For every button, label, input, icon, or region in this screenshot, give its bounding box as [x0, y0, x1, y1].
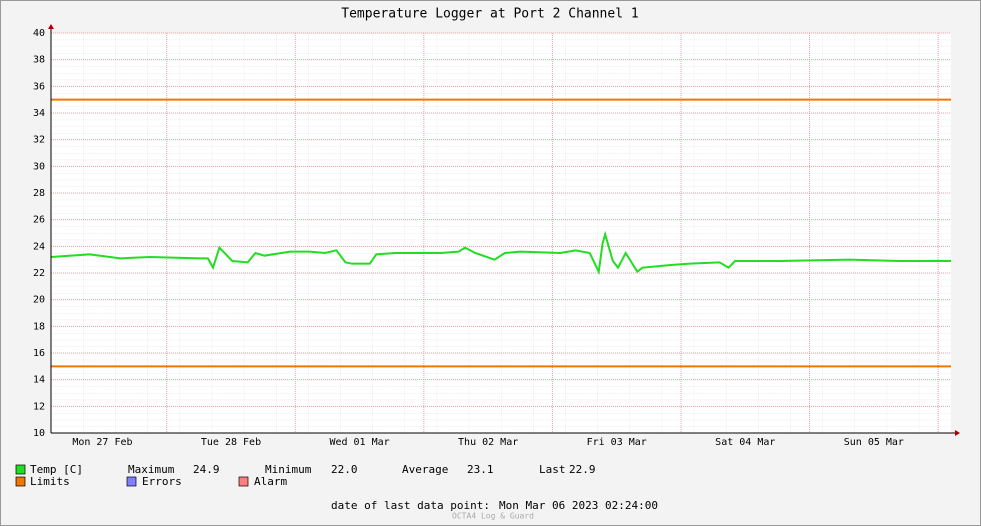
y-tick-label: 30 [33, 161, 45, 172]
x-tick-label: Tue 28 Feb [201, 437, 261, 448]
stat-value: 22.0 [331, 463, 358, 476]
y-tick-label: 32 [33, 135, 45, 146]
x-tick-label: Sun 05 Mar [844, 437, 904, 448]
y-tick-label: 38 [33, 55, 45, 66]
watermark: OCTA4 Log & Guard [452, 512, 534, 521]
minor-grid [51, 33, 951, 433]
y-tick-label: 22 [33, 268, 45, 279]
y-tick-label: 18 [33, 321, 45, 332]
x-tick-label: Thu 02 Mar [458, 437, 518, 448]
stat-value: 24.9 [193, 463, 220, 476]
x-tick-label: Fri 03 Mar [587, 437, 647, 448]
legend-swatch [126, 476, 137, 487]
stat-label: Average [402, 463, 448, 476]
y-tick-label: 40 [33, 28, 45, 39]
data-line [50, 230, 951, 276]
legend-swatch [238, 476, 249, 487]
y-tick-label: 26 [33, 215, 45, 226]
y-tick-label: 16 [33, 348, 45, 359]
y-tick-label: 24 [33, 241, 45, 252]
y-tick-label: 20 [33, 295, 45, 306]
stat-value: 23.1 [467, 463, 494, 476]
legend-label: Alarm [254, 475, 287, 488]
footer-label: date of last data point: [331, 499, 490, 512]
chart-title: Temperature Logger at Port 2 Channel 1 [341, 7, 638, 22]
legend-label: Limits [30, 475, 70, 488]
stat-label: Last [539, 463, 566, 476]
stat-label: Maximum [128, 463, 175, 476]
y-tick-label: 36 [33, 81, 45, 92]
x-tick-label: Wed 01 Mar [329, 437, 389, 448]
y-tick-label: 10 [33, 428, 45, 439]
y-tick-label: 14 [33, 375, 45, 386]
legend-label: Errors [142, 475, 182, 488]
y-tick-label: 28 [33, 188, 45, 199]
legend-label: Temp [C] [30, 463, 83, 476]
y-tick-label: 12 [33, 401, 45, 412]
x-tick-label: Mon 27 Feb [72, 437, 132, 448]
legend-swatch [15, 476, 26, 487]
stat-value: 22.9 [569, 463, 596, 476]
footer-value: Mon Mar 06 2023 02:24:00 [499, 499, 658, 512]
x-tick-label: Sat 04 Mar [715, 437, 775, 448]
y-tick-label: 34 [33, 108, 45, 119]
stat-label: Minimum [265, 463, 312, 476]
legend-swatch [15, 464, 26, 475]
